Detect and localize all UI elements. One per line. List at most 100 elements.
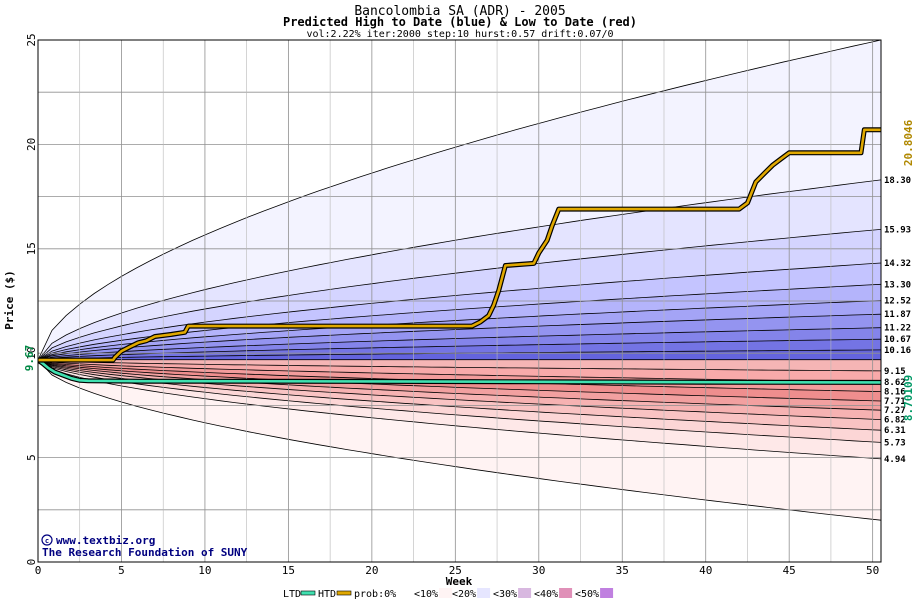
low-band-3	[38, 360, 881, 401]
low-band-6	[38, 360, 881, 431]
watermark: c www.textbiz.org The Research Foundatio…	[41, 534, 248, 559]
high-band-3	[38, 263, 881, 361]
legend-prob-swatch-1	[439, 588, 453, 598]
x-tick-25: 25	[449, 564, 462, 577]
high-end-label-2: 14.32	[884, 259, 911, 269]
low-band-boundary-4	[38, 359, 881, 402]
probability-bands	[38, 40, 881, 521]
low-band-0	[38, 360, 881, 371]
legend-prob-label-5: <50%	[575, 589, 599, 600]
low-band-7	[38, 360, 881, 443]
y-tick-labels: 0 5 10 15 20 25	[25, 33, 38, 565]
htd-line	[38, 128, 881, 362]
low-end-label-0: 9.15	[884, 367, 906, 377]
watermark-org: The Research Foundation of SUNY	[42, 546, 248, 559]
high-band-9	[38, 349, 881, 361]
high-band-boundary-7	[38, 327, 881, 361]
low-end-label-8: 4.94	[884, 455, 906, 465]
copyright-c: c	[45, 537, 49, 545]
start-price-label: 9.67	[23, 345, 36, 372]
ltd-end-label: 8.70109	[902, 375, 915, 421]
legend-ltd-label: LTD	[283, 589, 301, 600]
high-end-label-5: 11.87	[884, 310, 911, 320]
high-band-8	[38, 339, 881, 361]
low-band-boundary-1	[38, 359, 881, 372]
low-end-label-2: 8.16	[884, 388, 906, 398]
legend-prob-swatch-3	[518, 588, 532, 598]
y-tick-10: 10	[25, 347, 38, 360]
high-end-label-1: 15.93	[884, 225, 911, 235]
htd-end-label: 20.8046	[902, 119, 915, 166]
high-end-label-0: 18.30	[884, 176, 911, 186]
high-band-boundary-6	[38, 313, 881, 361]
low-band-boundary-10	[38, 359, 881, 521]
copyright-icon	[41, 534, 53, 546]
high-band-boundary-2	[38, 229, 881, 361]
chart-title: Bancolombia SA (ADR) - 2005	[354, 4, 565, 19]
low-band-boundary-9	[38, 359, 881, 460]
x-tick-30: 30	[532, 564, 545, 577]
legend-prob-swatch-0	[397, 588, 411, 598]
high-band-0	[38, 40, 881, 361]
x-tick-labels: 0 5 10 15 20 25 30 35 40 45 50	[35, 564, 880, 577]
legend-prob-swatch-2	[477, 588, 491, 598]
high-band-boundary-5	[38, 300, 881, 361]
low-band-9	[38, 360, 881, 521]
x-tick-0: 0	[35, 564, 42, 577]
x-tick-40: 40	[699, 564, 712, 577]
low-band-boundary-8	[38, 359, 881, 443]
high-band-1	[38, 179, 881, 361]
high-end-label-8: 10.16	[884, 346, 911, 356]
legend: LTD HTD prob:0% <10% <20% <30% <40% <50%	[283, 588, 614, 600]
x-tick-35: 35	[616, 564, 629, 577]
watermark-site: www.textbiz.org	[56, 534, 155, 547]
high-end-label-3: 13.30	[884, 280, 911, 290]
low-band-boundary-7	[38, 359, 881, 431]
low-band-1	[38, 360, 881, 382]
high-end-label-6: 11.22	[884, 324, 911, 334]
right-band-labels: 18.30 15.93 14.32 13.30 12.52 11.87 11.2210.67…	[884, 176, 911, 465]
high-band-7	[38, 327, 881, 361]
low-end-label-4: 7.27	[884, 406, 906, 416]
high-band-6	[38, 314, 881, 361]
high-band-boundary-1	[38, 179, 881, 361]
ltd-line	[38, 359, 881, 384]
legend-prob-label-4: <40%	[534, 589, 558, 600]
x-tick-45: 45	[783, 564, 796, 577]
high-band-4	[38, 284, 881, 361]
y-tick-20: 20	[25, 138, 38, 151]
low-end-label-6: 6.31	[884, 426, 906, 436]
high-band-boundary-0	[38, 40, 881, 361]
high-end-label-7: 10.67	[884, 335, 911, 345]
x-tick-20: 20	[365, 564, 378, 577]
x-tick-15: 15	[282, 564, 295, 577]
plot-frame	[37, 39, 882, 563]
y-tick-15: 15	[25, 242, 38, 255]
x-tick-10: 10	[198, 564, 211, 577]
low-end-label-7: 5.73	[884, 438, 906, 448]
chart-params: vol:2.22% iter:2000 step:10 hurst:0.57 d…	[306, 29, 613, 40]
high-band-5	[38, 300, 881, 361]
x-axis-label: Week	[446, 575, 473, 588]
y-axis-label: Price ($)	[3, 270, 16, 330]
high-band-boundary-3	[38, 262, 881, 361]
low-end-label-1: 8.62	[884, 378, 906, 388]
y-tick-5: 5	[25, 454, 38, 461]
legend-htd-swatch	[336, 590, 352, 596]
high-end-label-4: 12.52	[884, 297, 911, 307]
series-lines	[38, 127, 881, 385]
y-tick-25: 25	[25, 33, 38, 46]
legend-htd-label: HTD	[318, 589, 336, 600]
low-end-label-3: 7.71	[884, 397, 906, 407]
y-tick-0: 0	[25, 559, 38, 566]
legend-prob-label-1: <10%	[414, 589, 438, 600]
low-band-8	[38, 360, 881, 459]
legend-prob-label-2: <20%	[452, 589, 476, 600]
chart-subtitle: Predicted High to Date (blue) & Low to D…	[283, 15, 637, 29]
low-band-5	[38, 360, 881, 420]
low-end-label-5: 6.82	[884, 416, 906, 426]
high-band-boundary-8	[38, 338, 881, 361]
legend-prob-swatch-5	[600, 588, 614, 598]
legend-prob-label-0: prob:0%	[354, 589, 396, 600]
